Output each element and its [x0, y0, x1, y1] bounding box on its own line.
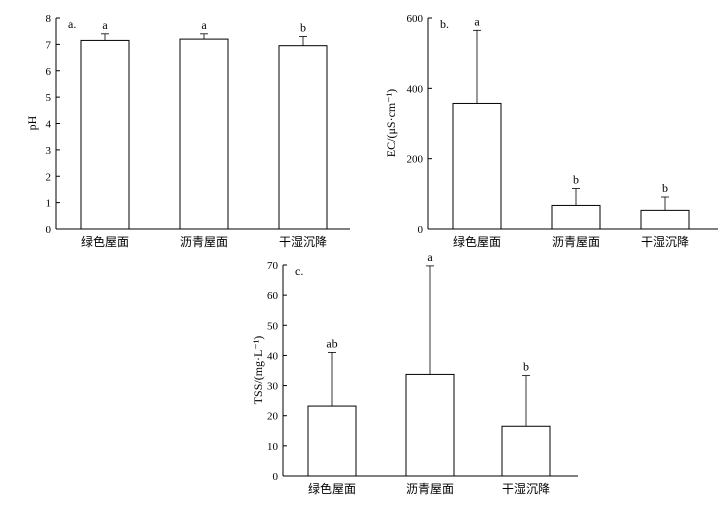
- significance-letter: a: [201, 18, 207, 32]
- bar: [405, 373, 455, 477]
- bar: [278, 45, 328, 230]
- y-tick-label: 0: [273, 471, 279, 483]
- category-label: 沥青屋面: [180, 235, 228, 249]
- bar: [640, 209, 690, 230]
- significance-letter: b: [300, 20, 306, 34]
- category-label: 绿色屋面: [308, 481, 356, 496]
- bar: [179, 38, 229, 230]
- y-tick-label: 400: [407, 83, 424, 95]
- category-label: 干湿沉降: [502, 481, 550, 496]
- y-tick-label: 30: [267, 381, 279, 393]
- panel-b-ec: 0 200 400 600 b. EC/(μS·cm⁻¹) a 绿色屋面 b 沥青屋面 b 干湿沉降: [384, 13, 718, 249]
- bar: [307, 405, 357, 477]
- category-label: 绿色屋面: [453, 234, 501, 249]
- significance-letter: b: [573, 173, 579, 187]
- y-tick-label: 2: [46, 171, 52, 183]
- panel-label: a.: [68, 17, 76, 31]
- y-tick-label: 1: [46, 198, 52, 210]
- y-tick-label: 200: [407, 154, 424, 166]
- y-tick-label: 7: [46, 39, 52, 51]
- y-tick-label: 8: [46, 13, 52, 25]
- y-tick-label: 5: [46, 92, 52, 104]
- significance-letter: ab: [326, 336, 337, 350]
- y-tick-label: 600: [407, 13, 424, 25]
- panel-label: b.: [440, 17, 449, 31]
- y-tick-label: 0: [418, 224, 424, 236]
- y-tick-label: 6: [46, 66, 52, 78]
- y-tick-label: 20: [267, 411, 279, 423]
- panel-c-tss: 0 10 20 30 40 50 60 70 c. TSS/(mg·L⁻¹) ab 绿色屋面 a 沥青屋面…: [251, 250, 578, 496]
- y-tick-label: 0: [46, 224, 52, 236]
- bar: [452, 102, 502, 230]
- y-tick-label: 3: [46, 145, 52, 157]
- y-tick-label: 70: [267, 260, 279, 272]
- category-label: 沥青屋面: [406, 482, 454, 496]
- category-label: 沥青屋面: [552, 235, 600, 249]
- significance-letter: a: [474, 14, 480, 28]
- bar: [80, 39, 130, 230]
- y-axis-label: EC/(μS·cm⁻¹): [384, 89, 398, 157]
- y-tick-label: 10: [267, 441, 279, 453]
- y-axis-label: pH: [25, 115, 39, 130]
- panel-label: c.: [295, 264, 303, 278]
- bar: [551, 204, 601, 230]
- y-tick-label: 60: [267, 290, 279, 302]
- significance-letter: b: [523, 360, 529, 374]
- y-axis-label: TSS/(mg·L⁻¹): [251, 336, 265, 405]
- category-label: 干湿沉降: [279, 234, 327, 249]
- y-tick-label: 4: [46, 119, 52, 131]
- significance-letter: b: [662, 181, 668, 195]
- category-label: 干湿沉降: [641, 234, 689, 249]
- category-label: 绿色屋面: [81, 234, 129, 249]
- y-tick-label: 40: [267, 350, 279, 362]
- significance-letter: a: [427, 250, 433, 264]
- y-tick-label: 50: [267, 320, 279, 332]
- significance-letter: a: [102, 18, 108, 32]
- bar: [501, 425, 551, 477]
- panel-a-ph: 0 1 2 3 4 5 6 7 8 a. pH a 绿色屋面 a 沥青屋面 b 干湿沉降: [25, 13, 350, 249]
